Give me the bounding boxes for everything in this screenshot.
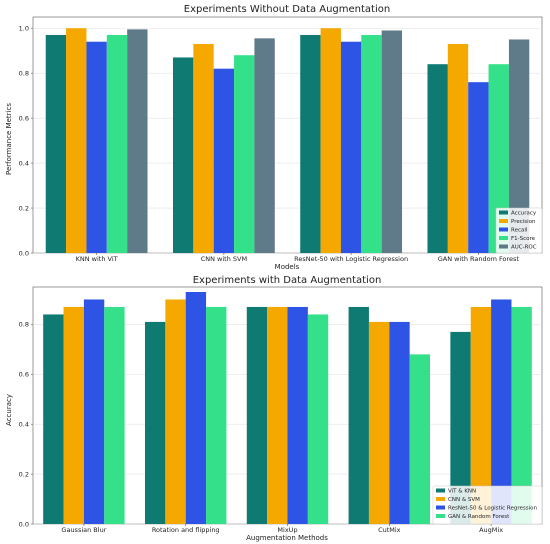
bar xyxy=(267,306,288,524)
legend-swatch xyxy=(436,497,445,501)
bar xyxy=(491,299,512,524)
legend-label: ViT & KNN xyxy=(448,489,476,495)
y-axis-label: Accuracy xyxy=(5,394,13,426)
bar xyxy=(254,38,275,253)
legend-label: AUC-ROC xyxy=(511,245,537,251)
x-tick-label: GAN with Random Forest xyxy=(438,255,520,263)
legend-swatch xyxy=(436,488,445,493)
chart-without-augmentation: Experiments Without Data Augmentation 0.… xyxy=(5,4,543,271)
x-tick-label: MixUp xyxy=(277,526,297,534)
legend: ViT & KNN CNN & SVM ResNet-50 & Logistic R… xyxy=(432,485,543,525)
legend-label: Precision xyxy=(511,219,536,225)
bar xyxy=(213,68,235,253)
bar xyxy=(45,34,67,253)
bar xyxy=(300,34,321,253)
chart-with-augmentation: Experiments with Data Augmentation 0.00.… xyxy=(5,275,543,542)
chart-title: Experiments with Data Augmentation xyxy=(193,275,382,286)
x-axis-label: Augmentation Methods xyxy=(246,534,328,542)
bar xyxy=(447,43,469,253)
x-axis-label: Models xyxy=(275,263,300,271)
bar xyxy=(320,28,341,253)
x-tick-label: ResNet-50 with Logistic Regression xyxy=(294,255,408,263)
chart-title: Experiments Without Data Augmentation xyxy=(184,4,390,15)
y-tick-label: 0.8 xyxy=(19,69,29,77)
bar xyxy=(348,306,369,524)
bar xyxy=(470,306,492,524)
legend-label: CNN & SVM xyxy=(448,497,480,503)
legend-swatch xyxy=(499,219,508,223)
y-tick-label: 0.4 xyxy=(19,159,29,167)
x-tick-label: KNN with ViT xyxy=(76,255,118,263)
y-tick-label: 0.6 xyxy=(19,371,29,379)
bar xyxy=(63,306,84,524)
legend-swatch xyxy=(499,236,508,240)
bar xyxy=(104,306,125,524)
bar xyxy=(86,41,107,253)
x-tick-label: Gaussian Blur xyxy=(61,526,106,534)
bar xyxy=(488,64,509,253)
bar xyxy=(340,41,362,253)
bar xyxy=(165,299,186,524)
legend-label: Recall xyxy=(511,228,528,234)
y-tick-label: 0.4 xyxy=(19,421,29,429)
y-tick-label: 0.8 xyxy=(19,321,29,329)
legend-label: F1-Score xyxy=(511,236,536,242)
bar xyxy=(172,57,194,254)
legend-swatch xyxy=(499,227,508,232)
y-axis-label: Performance Metrics xyxy=(5,103,13,175)
y-tick-label: 1.0 xyxy=(19,25,29,33)
bar xyxy=(234,55,255,254)
legend-swatch xyxy=(499,244,508,249)
y-tick-label: 0.2 xyxy=(19,470,29,478)
bar xyxy=(43,314,64,524)
plot-area: 0.0 0.2 0.4 0.6 0.8 1.0 KNN with ViT CNN with S… xyxy=(19,16,543,263)
bar xyxy=(508,39,530,253)
bar xyxy=(206,306,227,524)
legend-swatch xyxy=(436,514,445,518)
bar xyxy=(83,299,105,524)
x-tick-label: Rotation and flipping xyxy=(152,526,220,534)
legend-swatch xyxy=(436,505,445,510)
x-tick-label: AugMix xyxy=(479,526,503,534)
bar xyxy=(450,331,471,524)
bar xyxy=(106,34,128,253)
bar xyxy=(511,306,532,524)
bar xyxy=(389,321,410,524)
bar xyxy=(287,306,308,524)
bar xyxy=(246,306,268,524)
bar xyxy=(66,28,87,253)
plot-area: 0.0 0.2 0.4 0.6 0.8 Gaussian Blur Rotation and… xyxy=(19,286,543,534)
bar xyxy=(427,64,448,253)
legend: Accuracy Precision Recall F1-Score AUC-ROC xyxy=(495,207,543,254)
legend-label: ResNet-50 & Logistic Regression xyxy=(448,506,538,512)
y-tick-label: 0.2 xyxy=(19,204,29,212)
bar xyxy=(307,314,329,524)
y-tick-label: 0.0 xyxy=(19,520,29,528)
y-tick-label: 0.6 xyxy=(19,114,29,122)
legend-label: Accuracy xyxy=(511,211,537,217)
bar xyxy=(193,43,214,253)
bar xyxy=(381,30,403,253)
legend-box xyxy=(432,485,543,525)
x-tick-label: CNN with SVM xyxy=(201,255,247,263)
bar xyxy=(468,82,489,253)
legend-swatch xyxy=(499,210,508,215)
x-tick-label: CutMix xyxy=(378,526,401,534)
bar xyxy=(144,321,166,524)
bar xyxy=(409,354,431,524)
legend-label: GAN & Random Forest xyxy=(448,514,510,520)
bar xyxy=(127,29,148,253)
bar xyxy=(185,291,207,524)
bar xyxy=(361,34,382,253)
y-tick-label: 0.0 xyxy=(19,249,29,257)
bar xyxy=(368,321,390,524)
